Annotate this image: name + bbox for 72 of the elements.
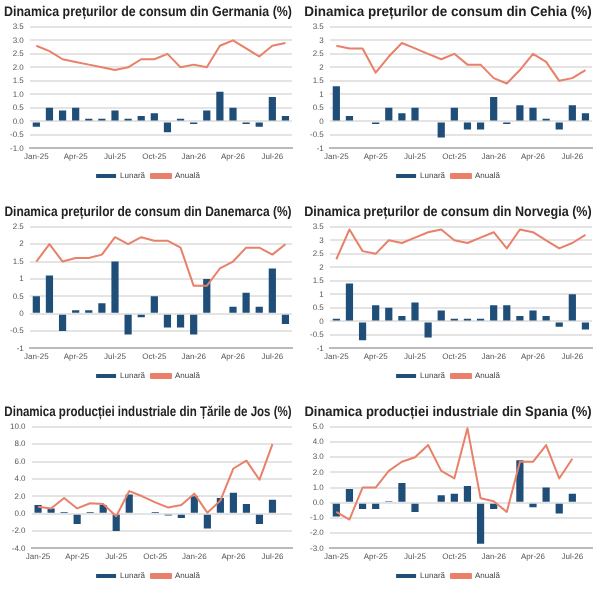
bar — [385, 307, 393, 321]
bar — [555, 122, 563, 130]
bar — [437, 495, 445, 502]
bar — [476, 503, 485, 544]
bar — [358, 322, 367, 341]
bar — [358, 503, 367, 509]
bar — [568, 105, 576, 121]
bar — [503, 305, 511, 321]
bar — [125, 494, 133, 513]
bar — [437, 122, 445, 138]
bar — [568, 294, 576, 321]
bar — [73, 514, 81, 525]
bar — [411, 503, 419, 512]
bar — [32, 296, 40, 313]
bar — [242, 292, 250, 313]
bar — [150, 296, 158, 313]
bar — [463, 122, 472, 130]
bar — [568, 493, 576, 502]
bar — [424, 322, 432, 338]
bar — [345, 489, 354, 502]
bar — [450, 493, 458, 502]
bar — [385, 107, 393, 121]
bar — [229, 107, 237, 121]
bar — [411, 302, 419, 321]
bar — [203, 278, 211, 313]
bar — [216, 91, 224, 121]
bar — [332, 86, 340, 121]
bar — [490, 97, 498, 121]
bar — [190, 496, 198, 513]
bar — [242, 504, 251, 513]
bar — [229, 492, 237, 513]
bar — [268, 499, 277, 513]
bar — [542, 487, 550, 502]
bar — [98, 303, 106, 313]
bar — [450, 107, 458, 121]
bar — [581, 113, 590, 121]
bar — [150, 113, 158, 121]
bar — [58, 314, 67, 332]
bar — [516, 105, 524, 121]
bar — [45, 275, 54, 313]
bar — [463, 486, 472, 502]
bar — [411, 107, 419, 121]
bar — [45, 107, 54, 121]
bar — [581, 322, 590, 330]
bar — [281, 314, 290, 325]
bar — [111, 261, 119, 313]
bar — [555, 503, 563, 514]
bar — [476, 122, 485, 130]
bar — [255, 306, 263, 313]
bar — [163, 314, 172, 328]
bar — [490, 503, 498, 509]
bar — [372, 305, 380, 321]
bar — [111, 110, 119, 121]
bar — [203, 514, 211, 529]
bar — [398, 315, 406, 321]
bar — [190, 314, 198, 335]
bar — [124, 314, 132, 335]
bar — [163, 122, 172, 133]
bar — [490, 305, 498, 321]
bar — [529, 310, 537, 321]
bar — [529, 107, 537, 121]
bar — [398, 483, 406, 502]
bar — [268, 97, 276, 121]
bar — [268, 268, 276, 313]
bar — [345, 283, 354, 321]
bar — [176, 314, 185, 328]
bar — [255, 514, 264, 525]
bar — [72, 107, 80, 121]
bar — [398, 113, 406, 121]
bar — [112, 514, 120, 532]
bar — [372, 503, 380, 509]
bar — [229, 306, 237, 313]
